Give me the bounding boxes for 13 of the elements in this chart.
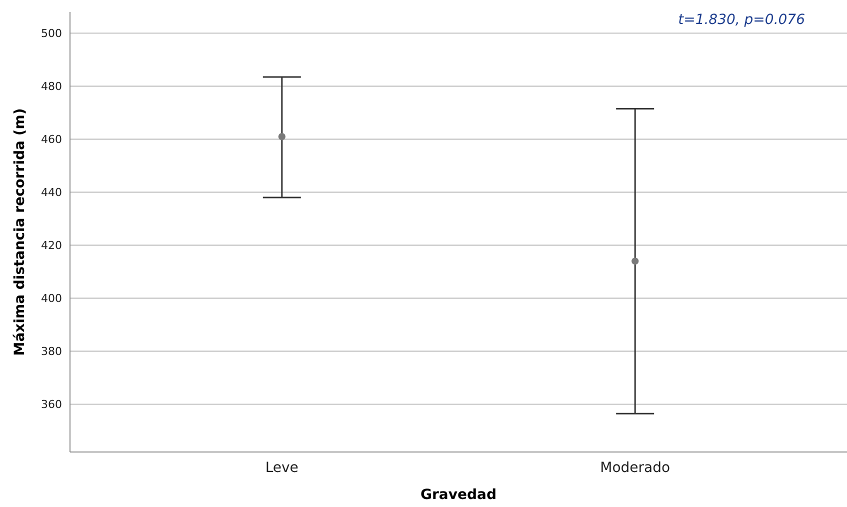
y-tick-label: 360: [41, 398, 62, 412]
y-tick-label: 420: [41, 239, 62, 252]
annotation: t=1.830, p=0.076: [678, 12, 806, 28]
y-tick-label: 460: [41, 133, 62, 146]
x-tick-label: Leve: [265, 460, 298, 476]
y-tick-label: 380: [41, 345, 62, 358]
x-tick-label: Moderado: [600, 460, 670, 476]
y-tick-label: 500: [41, 27, 62, 40]
y-axis-title: Máxima distancia recorrida (m): [12, 108, 28, 356]
y-tick-label: 480: [41, 80, 62, 94]
y-tick-label: 440: [41, 186, 62, 200]
x-axis-title: Gravedad: [420, 487, 496, 503]
y-tick-label: 400: [41, 292, 62, 306]
